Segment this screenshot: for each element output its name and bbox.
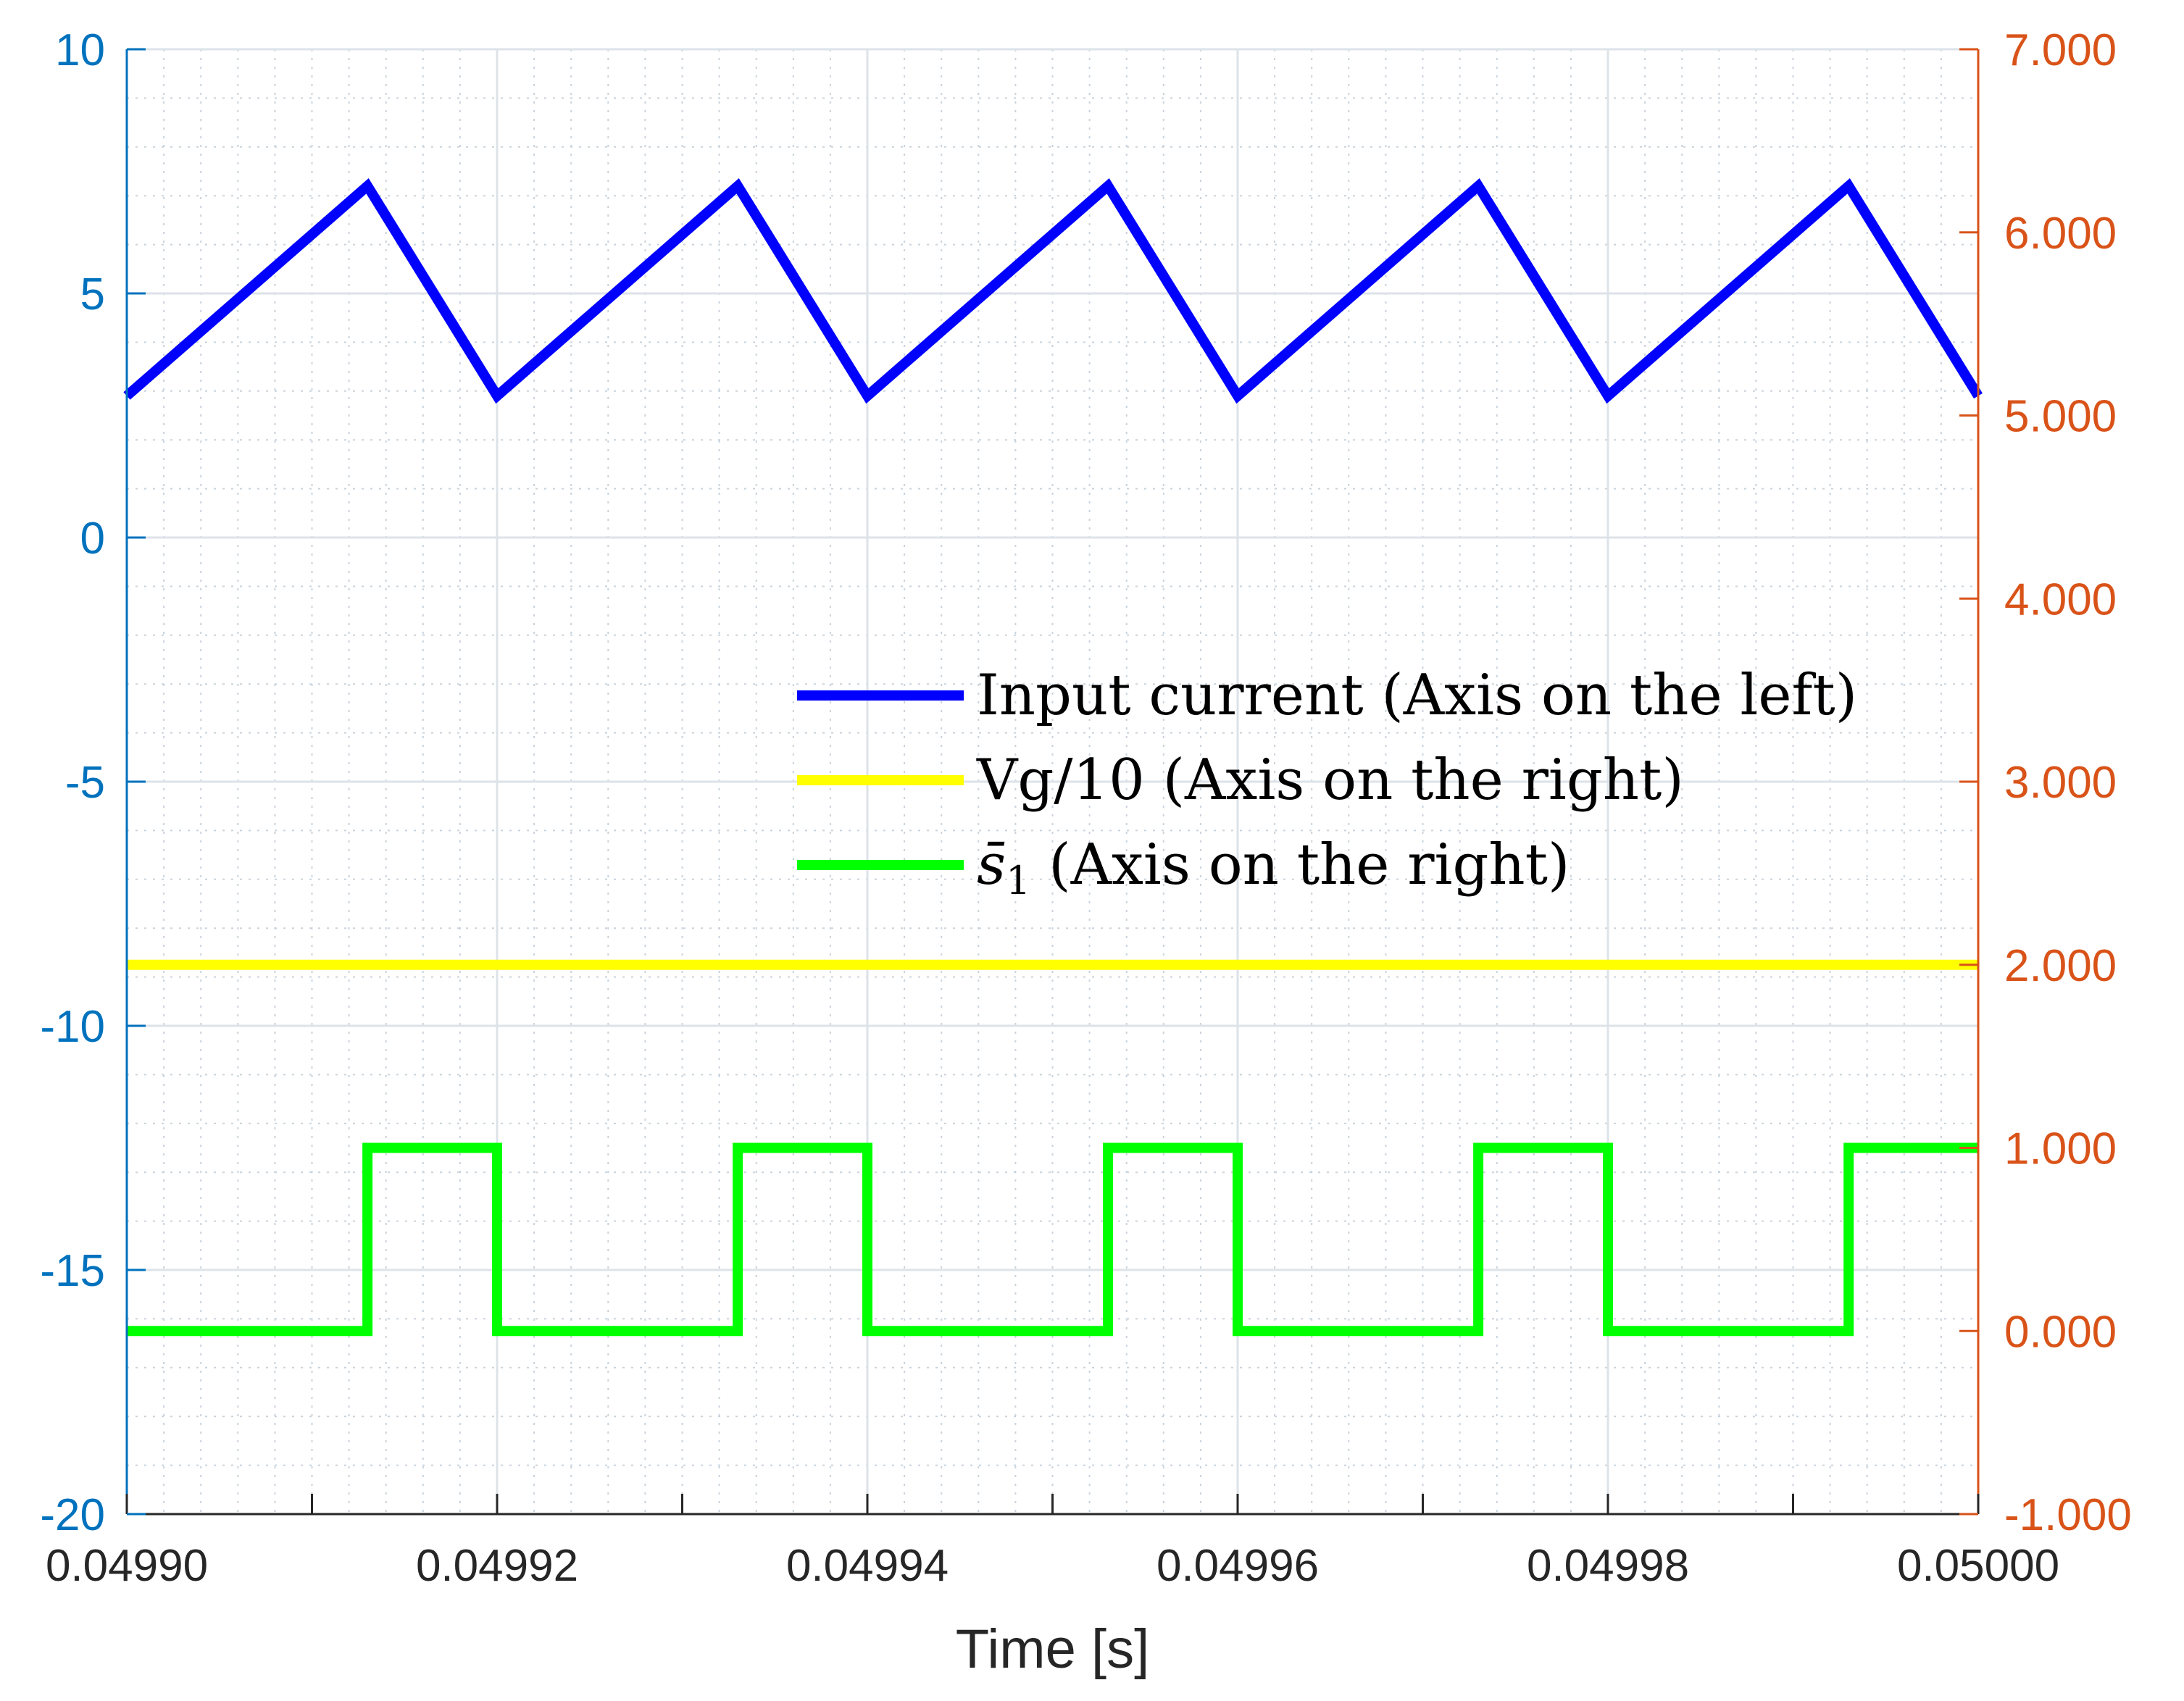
x-tick-label: 0.04998 — [1527, 1541, 1689, 1591]
right-y-tick-label: 3.000 — [2004, 758, 2117, 808]
x-tick-label: 0.04996 — [1156, 1541, 1319, 1591]
right-y-tick-label: 5.000 — [2004, 392, 2117, 442]
right-y-tick-label: -1.000 — [2004, 1490, 2132, 1540]
right-y-tick-label: 2.000 — [2004, 941, 2117, 991]
right-y-tick-label: 4.000 — [2004, 574, 2117, 624]
left-y-tick-label: -15 — [40, 1246, 105, 1296]
legend-label-1: Vg/10 (Axis on the right) — [976, 748, 1684, 813]
left-y-tick-label: 0 — [80, 514, 105, 564]
legend-label-2: s̄1 (Axis on the right) — [977, 832, 1570, 903]
left-y-tick-label: 5 — [80, 269, 105, 319]
x-tick-label: 0.05000 — [1897, 1541, 2059, 1591]
left-y-tick-label: -5 — [65, 758, 105, 808]
left-y-tick-label: -20 — [40, 1490, 105, 1540]
left-y-tick-label: -10 — [40, 1002, 105, 1052]
legend-label-0: Input current (Axis on the left) — [977, 663, 1857, 728]
right-y-tick-label: 6.000 — [2004, 209, 2117, 259]
series-line-0 — [123, 177, 1983, 404]
series-line-2 — [127, 1142, 1978, 1337]
right-y-tick-label: 7.000 — [2004, 25, 2117, 75]
right-y-tick-label: 0.000 — [2004, 1307, 2117, 1357]
x-tick-label: 0.04994 — [786, 1541, 949, 1591]
x-axis-title: Time [s] — [956, 1618, 1149, 1680]
right-y-tick-label: 1.000 — [2004, 1124, 2117, 1174]
series-layer — [123, 177, 1983, 1337]
x-tick-label: 0.04990 — [46, 1541, 208, 1591]
axes-layer — [125, 48, 1980, 1516]
x-tick-label: 0.04992 — [416, 1541, 578, 1591]
legend: Input current (Axis on the left) Vg/10 (A… — [797, 663, 1857, 903]
left-y-tick-label: 10 — [55, 25, 105, 75]
tick-labels: 0.04990 0.04992 0.04994 0.04996 0.04998 0.050… — [40, 25, 2131, 1591]
